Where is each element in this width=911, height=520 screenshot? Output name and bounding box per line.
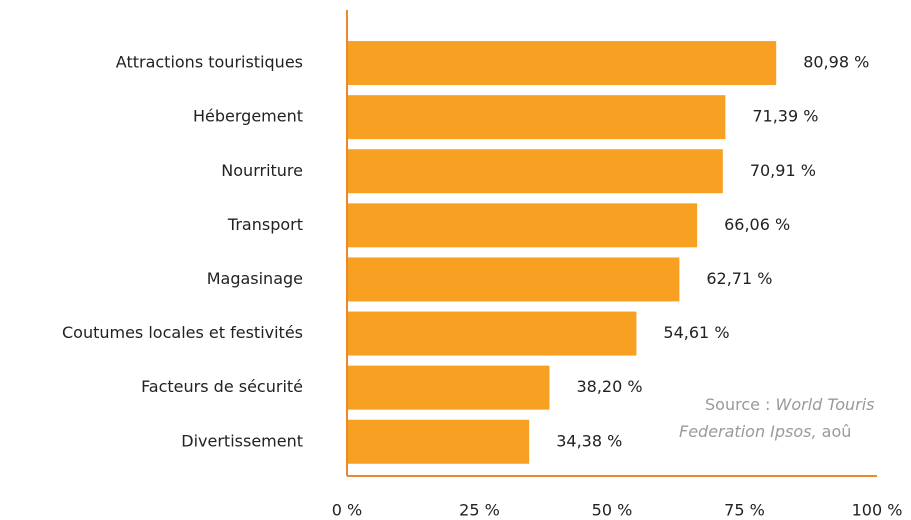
source-italic: Federation Ipsos, bbox=[679, 422, 817, 441]
x-tick-label: 75 % bbox=[724, 501, 765, 520]
source-italic: World Touris bbox=[776, 395, 875, 414]
category-label: Nourriture bbox=[221, 161, 303, 180]
bar bbox=[347, 419, 530, 464]
bar bbox=[347, 149, 723, 194]
value-label: 80,98 % bbox=[803, 53, 869, 72]
category-label: Facteurs de sécurité bbox=[141, 377, 303, 396]
value-label: 34,38 % bbox=[556, 431, 622, 450]
bar bbox=[347, 365, 550, 410]
source-prefix: Source : bbox=[705, 395, 776, 414]
value-label: 54,61 % bbox=[663, 323, 729, 342]
bar bbox=[347, 41, 777, 86]
category-label: Magasinage bbox=[207, 269, 303, 288]
value-label: 38,20 % bbox=[576, 377, 642, 396]
x-tick-label: 50 % bbox=[592, 501, 633, 520]
bar bbox=[347, 257, 680, 302]
category-label: Transport bbox=[227, 215, 303, 234]
bar bbox=[347, 203, 698, 248]
category-label: Attractions touristiques bbox=[116, 53, 303, 72]
value-label: 66,06 % bbox=[724, 215, 790, 234]
value-label: 71,39 % bbox=[752, 107, 818, 126]
x-tick-label: 100 % bbox=[852, 501, 903, 520]
bar bbox=[347, 311, 637, 356]
source-line-1: Source : World Touris bbox=[705, 395, 874, 414]
category-label: Hébergement bbox=[193, 107, 303, 126]
value-label: 62,71 % bbox=[706, 269, 772, 288]
category-label: Divertissement bbox=[181, 431, 303, 450]
category-label: Coutumes locales et festivités bbox=[62, 323, 303, 342]
source-suffix: aoû bbox=[817, 422, 852, 441]
x-tick-label: 25 % bbox=[459, 501, 500, 520]
bar bbox=[347, 95, 726, 140]
x-tick-label: 0 % bbox=[332, 501, 362, 520]
value-label: 70,91 % bbox=[750, 161, 816, 180]
source-line-2: Federation Ipsos, aoû bbox=[679, 422, 851, 441]
